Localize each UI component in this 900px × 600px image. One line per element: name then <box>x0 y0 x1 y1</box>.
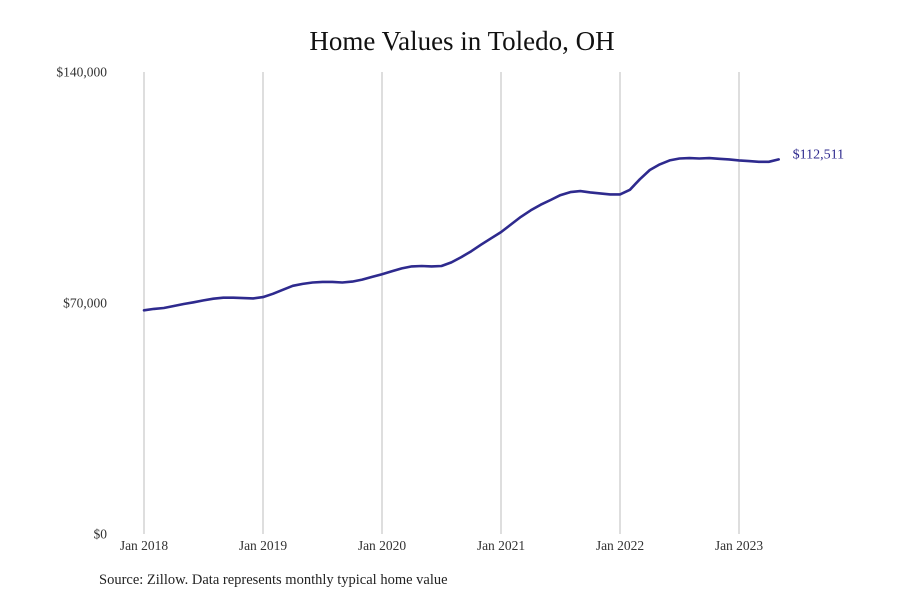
data-points <box>143 158 779 311</box>
x-tick-label: Jan 2022 <box>596 538 644 553</box>
y-tick-label: $140,000 <box>56 65 107 80</box>
home-value-series-line <box>142 156 780 312</box>
x-tick-label: Jan 2018 <box>120 538 169 553</box>
y-axis-tick-labels: $0 $70,000 $140,000 <box>56 65 107 542</box>
y-tick-label: $0 <box>94 527 108 542</box>
x-tick-label: Jan 2021 <box>477 538 525 553</box>
chart-title: Home Values in Toledo, OH <box>309 26 615 56</box>
source-note: Source: Zillow. Data represents monthly … <box>99 572 448 588</box>
x-axis-tick-labels: Jan 2018 Jan 2019 Jan 2020 Jan 2021 Jan 2022… <box>120 538 764 553</box>
y-tick-label: $70,000 <box>63 296 107 311</box>
x-tick-label: Jan 2019 <box>239 538 288 553</box>
x-tick-label: Jan 2023 <box>715 538 764 553</box>
last-value-label: $112,511 <box>793 147 844 162</box>
gridlines <box>143 72 740 534</box>
x-tick-label: Jan 2020 <box>358 538 407 553</box>
